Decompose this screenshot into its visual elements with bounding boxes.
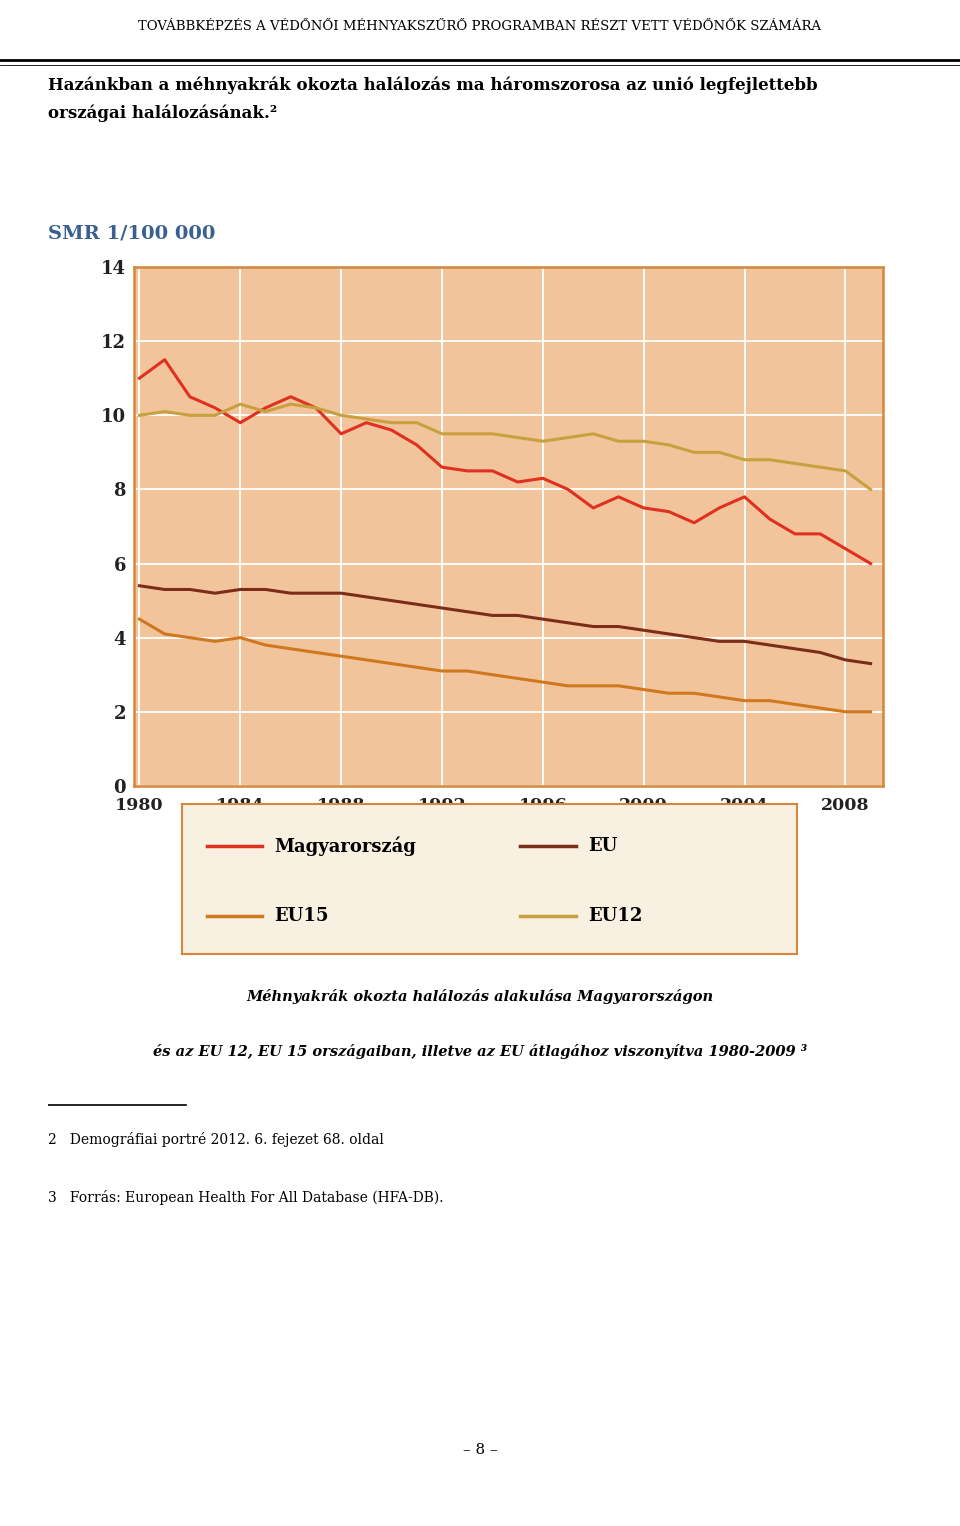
Text: SMR 1/100 000: SMR 1/100 000 bbox=[48, 224, 215, 243]
Text: EU12: EU12 bbox=[588, 908, 642, 925]
Text: Magyarország: Magyarország bbox=[275, 836, 417, 856]
Text: – 8 –: – 8 – bbox=[463, 1442, 497, 1457]
Text: Hazánkban a méhnyakrák okozta halálozás ma háromszorosa az unió legfejlettebb
or: Hazánkban a méhnyakrák okozta halálozás … bbox=[48, 76, 818, 122]
Text: EU: EU bbox=[588, 838, 617, 855]
Text: Méhnyakrák okozta halálozás alakulása Magyarországon: Méhnyakrák okozta halálozás alakulása Ma… bbox=[247, 989, 713, 1004]
Text: és az EU 12, EU 15 országaiban, illetve az EU átlagához viszonyítva 1980-2009 ³: és az EU 12, EU 15 országaiban, illetve … bbox=[153, 1044, 807, 1059]
Text: EU15: EU15 bbox=[275, 908, 329, 925]
Text: 2   Demográfiai portré 2012. 6. fejezet 68. oldal: 2 Demográfiai portré 2012. 6. fejezet 68… bbox=[48, 1132, 384, 1148]
Text: TOVÁBBKÉPZÉS A VÉDŐNŐI MÉHNYAKSZŰRŐ PROGRAMBAN RÉSZT VETT VÉDŐNŐK SZÁMÁRA: TOVÁBBKÉPZÉS A VÉDŐNŐI MÉHNYAKSZŰRŐ PROG… bbox=[138, 20, 822, 32]
Text: 3   Forrás: European Health For All Database (HFA-DB).: 3 Forrás: European Health For All Databa… bbox=[48, 1190, 444, 1204]
